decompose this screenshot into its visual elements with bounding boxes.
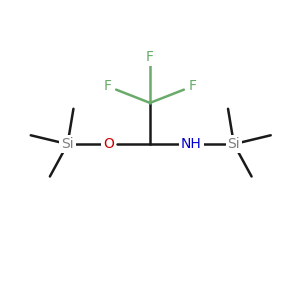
Text: F: F [189,79,197,93]
Text: F: F [103,79,111,93]
Text: Si: Si [61,137,74,151]
Text: NH: NH [181,137,202,151]
Text: O: O [103,137,114,151]
Text: F: F [146,50,154,64]
Text: Si: Si [228,137,240,151]
